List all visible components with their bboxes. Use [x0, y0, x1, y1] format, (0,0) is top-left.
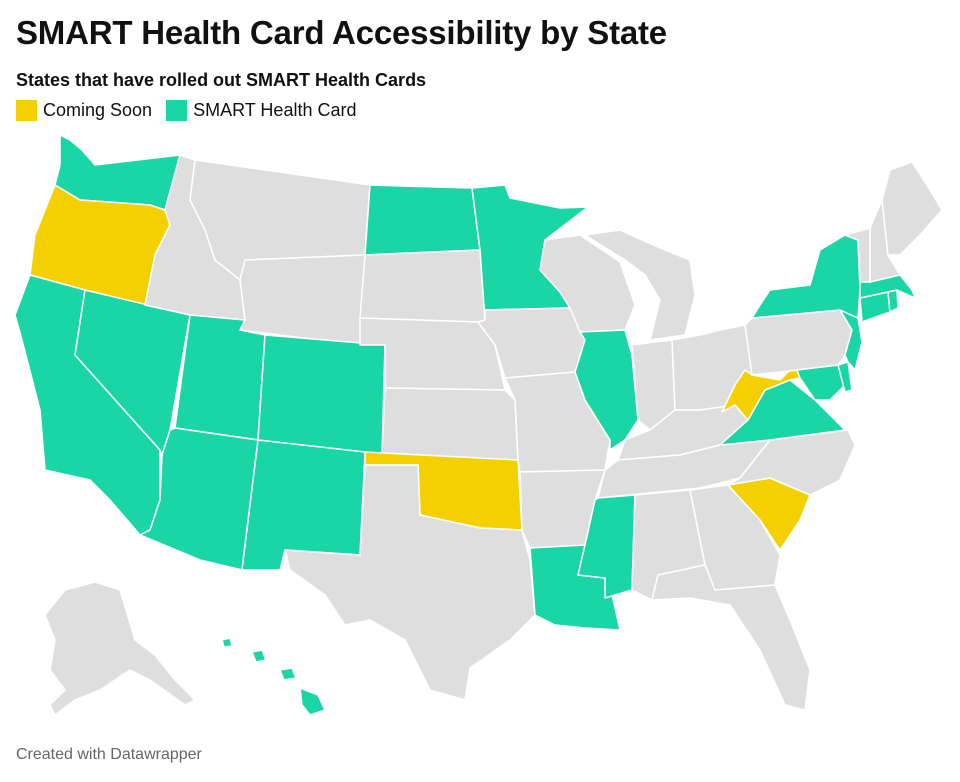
legend-item-coming-soon: Coming Soon — [16, 100, 152, 121]
legend-swatch-coming-soon — [16, 100, 37, 121]
state-UT[interactable] — [174, 314, 266, 441]
state-TX[interactable] — [284, 464, 536, 701]
state-MI[interactable] — [584, 229, 696, 341]
state-AK[interactable] — [44, 581, 196, 716]
state-FL[interactable] — [651, 564, 811, 711]
state-HI-kauai[interactable] — [221, 637, 233, 648]
state-NY[interactable] — [751, 234, 861, 319]
state-VT[interactable] — [844, 227, 871, 283]
state-WY[interactable] — [239, 254, 366, 346]
chart-subtitle: States that have rolled out SMART Health… — [16, 70, 427, 90]
state-HI-big-island[interactable] — [299, 687, 326, 716]
legend-item-smart-health-card: SMART Health Card — [166, 100, 356, 121]
state-RI[interactable] — [887, 289, 899, 313]
state-DE[interactable] — [837, 361, 853, 393]
state-PA[interactable] — [744, 309, 853, 376]
attribution: Created with Datawrapper — [16, 746, 202, 763]
state-ME[interactable] — [881, 161, 943, 256]
state-WV[interactable] — [721, 364, 801, 421]
state-NH[interactable] — [869, 199, 901, 283]
state-ND[interactable] — [364, 184, 481, 256]
state-NJ[interactable] — [839, 309, 863, 371]
state-HI-maui[interactable] — [279, 667, 297, 681]
state-IL[interactable] — [574, 329, 639, 451]
legend-label-smart-health-card: SMART Health Card — [193, 100, 357, 120]
state-SD[interactable] — [359, 249, 486, 323]
state-KS[interactable] — [381, 387, 519, 461]
chart-title: SMART Health Card Accessibility by State — [16, 14, 667, 51]
state-HI-oahu[interactable] — [251, 649, 267, 663]
state-HI[interactable] — [221, 637, 326, 716]
legend-swatch-smart-health-card — [166, 100, 188, 121]
legend: Coming Soon SMART Health Card — [16, 100, 370, 121]
legend-label-coming-soon: Coming Soon — [43, 100, 153, 120]
state-CO[interactable] — [257, 334, 386, 456]
